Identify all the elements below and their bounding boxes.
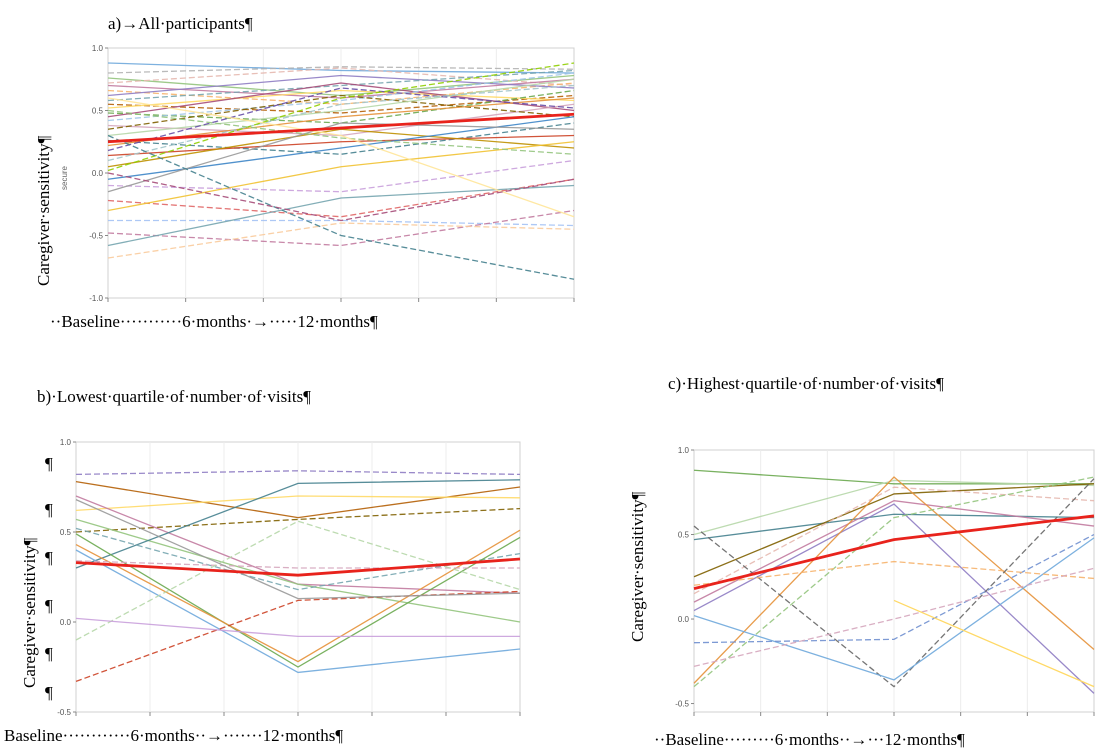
panel-a-series-line-12 — [107, 72, 575, 122]
panel-a-ytick-label: 0.5 — [92, 107, 104, 116]
panel-c-series-line-12 — [693, 560, 1095, 586]
panel-b-pilcrow-3: ¶ — [45, 548, 53, 567]
panel-c-series-line-9 — [693, 478, 1095, 688]
panel-a-ytick-label: 1.0 — [92, 44, 104, 53]
panel-c-ytick-label: 0.0 — [678, 615, 690, 624]
panel-a-series-line-31 — [107, 222, 575, 259]
panel-c-series-line-5 — [693, 500, 1095, 603]
panel-b-series-line-3 — [75, 507, 521, 533]
panel-b-series-line-11 — [75, 560, 520, 569]
panel-b-pilcrow-4: ¶ — [45, 596, 53, 615]
panel-b-pilcrow-2: ¶ — [45, 500, 53, 519]
panel-c-series-line-8 — [693, 476, 1095, 688]
panel-c-series-line-13 — [693, 567, 1095, 667]
panel-b-ylabel: Caregiver·sensitivity¶ — [20, 537, 39, 688]
panel-b-series-line-5 — [75, 518, 521, 623]
panel-a-chart: -1.0 -0.5 0.0 0.5 1.0 — [89, 44, 575, 303]
panel-a-series-line-18 — [107, 87, 575, 152]
panel-a-series-line-3 — [107, 67, 575, 87]
panel-c-series-line-4 — [693, 486, 1095, 595]
panel-a-series-line-22 — [107, 62, 575, 172]
panel-c-ytick-label: 0.5 — [678, 531, 690, 540]
panel-a-series-line-9 — [107, 89, 575, 109]
panel-c-title: c)·Highest·quartile·of·number·of·visits¶ — [668, 374, 944, 393]
panel-b-chart: -0.5 0.0 0.5 1.0 — [57, 438, 521, 717]
panel-a-series-line-16 — [107, 122, 575, 155]
panel-a-ytick-label: -0.5 — [89, 232, 103, 241]
panel-b-series-line-6 — [75, 479, 521, 569]
panel-a-ytick-label: -1.0 — [89, 294, 103, 303]
panel-a-series-line-14 — [107, 94, 575, 130]
panel-a-title: a)→All·participants¶ — [108, 14, 253, 33]
panel-b-series-line-15 — [75, 499, 521, 600]
panel-b-series-line-13 — [75, 590, 521, 683]
panel-a-series-line-29 — [107, 209, 575, 247]
panel-b-series-line-0 — [75, 470, 521, 476]
panel-a-mean-line — [107, 112, 575, 144]
panel-a-series-line-27 — [107, 141, 575, 212]
panel-c-series-line-2 — [693, 513, 1095, 541]
panel-c-time-labels: ··Baseline·········6·months··→···12·mont… — [654, 730, 965, 749]
panel-b-series-line-8 — [75, 533, 521, 668]
panel-b-mean-line — [75, 557, 521, 577]
panel-c-series-line-6 — [693, 503, 1095, 694]
panel-a-series-line-1 — [107, 66, 575, 74]
panel-a-series-line-6 — [107, 74, 575, 97]
panel-c-series-line-7 — [693, 476, 1095, 684]
panel-c-chart: -0.5 0.0 0.5 1.0 — [675, 446, 1095, 716]
panel-a-series-line-35 — [107, 172, 575, 222]
panel-b-series-line-2 — [75, 495, 521, 512]
panel-a-series-line-33 — [107, 109, 575, 155]
panel-a-time-labels: ··Baseline···········6·months·→·····12·m… — [50, 312, 378, 331]
panel-b-time-labels: Baseline············6·months··→·······12… — [4, 726, 344, 745]
panel-c-ytick-label: 1.0 — [678, 446, 690, 455]
panel-b-ytick-label: 0.0 — [60, 618, 72, 627]
panel-b-ytick-label: 1.0 — [60, 438, 72, 447]
panel-c-ylabel: Caregiver·sensitivity¶ — [628, 491, 647, 642]
panel-b-series-line-9 — [75, 529, 521, 663]
panel-b-pilcrow-6: ¶ — [45, 683, 53, 702]
panel-b-pilcrow-1: ¶ — [45, 454, 53, 473]
panel-b-pilcrow-5: ¶ — [45, 644, 53, 663]
panel-a-ylabel: Caregiver·sensitivity¶ — [34, 135, 53, 286]
panel-c-series-line-11 — [693, 533, 1095, 644]
panel-a-series-line-34 — [107, 97, 575, 218]
panel-c-ytick-label: -0.5 — [675, 700, 689, 709]
panel-a-series-line-28 — [108, 219, 575, 227]
panel-a-ytick-label: 0.0 — [92, 169, 104, 178]
panel-c-series-line-3 — [693, 483, 1095, 578]
panel-a-series-line-32 — [107, 134, 575, 280]
panel-a-series-line-7 — [107, 69, 575, 102]
panel-c-series-line-1 — [693, 479, 1095, 536]
panel-b-series-line-14 — [75, 617, 520, 638]
panel-b-series-line-10 — [75, 549, 521, 674]
panel-a-series-line-19 — [107, 134, 575, 157]
panel-b-ytick-label: -0.5 — [57, 708, 71, 717]
panel-a-series-line-20 — [107, 84, 575, 162]
panel-c-mean-line — [693, 514, 1095, 590]
panel-c-partial-series-line-0 — [893, 599, 1095, 688]
panel-a-series-line-15 — [107, 78, 575, 137]
panel-a-series-line-24 — [107, 159, 575, 193]
panel-b-series-line-12 — [75, 520, 521, 641]
panel-b-title: b)·Lowest·quartile·of·number·of·visits¶ — [37, 387, 311, 406]
panel-b-ytick-label: 0.5 — [60, 528, 72, 537]
panel-a-series-line-26 — [107, 178, 575, 218]
panel-a-series-line-0 — [107, 62, 575, 74]
